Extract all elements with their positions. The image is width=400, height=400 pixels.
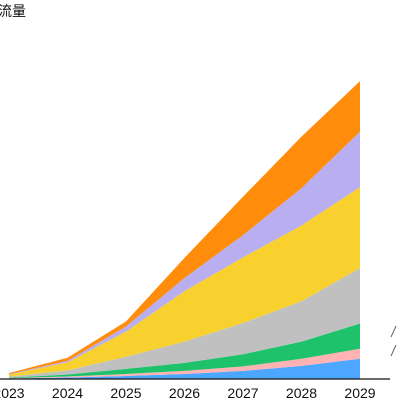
x-tick-label: 2026 xyxy=(169,385,200,400)
areas-layer xyxy=(9,81,360,379)
x-tick-label: 2028 xyxy=(286,385,317,400)
area-series-3 xyxy=(9,323,360,379)
x-tick-label: 2027 xyxy=(227,385,258,400)
x-tick-label: 2029 xyxy=(344,385,375,400)
edge-mark-2 xyxy=(390,344,397,357)
edge-mark-1 xyxy=(390,325,397,338)
area-series-1 xyxy=(9,358,360,379)
x-ticks: 2023 2024 2025 2026 2027 2028 2029 xyxy=(0,385,376,400)
area-series-4 xyxy=(9,267,360,378)
x-tick-label: 2024 xyxy=(52,385,83,400)
chart-title: 流量 xyxy=(0,4,26,20)
x-tick-label: 2023 xyxy=(0,385,25,400)
x-tick-label: 2025 xyxy=(110,385,141,400)
area-series-2 xyxy=(9,348,360,379)
area-series-5 xyxy=(9,187,360,377)
